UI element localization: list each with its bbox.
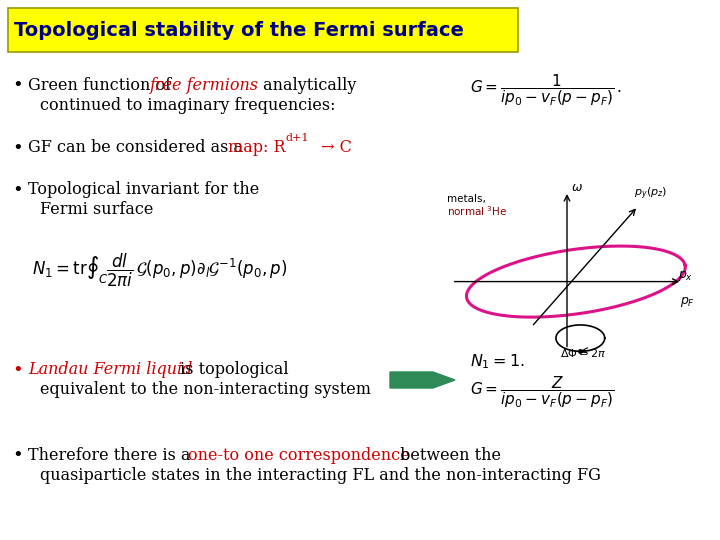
Text: Landau Fermi liquid: Landau Fermi liquid [28, 361, 192, 379]
Text: d+1: d+1 [285, 133, 308, 143]
Text: map: R: map: R [228, 139, 286, 157]
Text: is topological: is topological [175, 361, 289, 379]
FancyArrow shape [390, 372, 455, 388]
Text: Green function of: Green function of [28, 77, 176, 93]
Text: free fermions: free fermions [150, 77, 259, 93]
Text: •: • [13, 361, 23, 379]
Text: $\Delta\Phi=2\pi$: $\Delta\Phi=2\pi$ [559, 347, 606, 359]
Text: $N_1 = \mathrm{tr}\oint_C \dfrac{dl}{2\pi i}\, \mathcal{G}(p_0,p)\partial_l \mat: $N_1 = \mathrm{tr}\oint_C \dfrac{dl}{2\p… [32, 252, 287, 288]
Text: $G = \dfrac{1}{ip_0 - v_F(p - p_F)}\,.$: $G = \dfrac{1}{ip_0 - v_F(p - p_F)}\,.$ [470, 72, 622, 108]
FancyBboxPatch shape [8, 8, 518, 52]
Text: $p_x$: $p_x$ [678, 269, 693, 283]
Text: quasiparticle states in the interacting FL and the non-interacting FG: quasiparticle states in the interacting … [40, 467, 601, 483]
Text: •: • [13, 76, 23, 94]
Text: $\omega$: $\omega$ [570, 181, 582, 194]
Text: continued to imaginary frequencies:: continued to imaginary frequencies: [40, 97, 336, 113]
Text: analytically: analytically [258, 77, 356, 93]
Text: → C: → C [316, 139, 352, 157]
Text: Topological invariant for the: Topological invariant for the [28, 181, 259, 199]
Text: Therefore there is a: Therefore there is a [28, 447, 196, 463]
Text: GF can be considered as a: GF can be considered as a [28, 139, 248, 157]
Text: $p_F$: $p_F$ [680, 295, 696, 309]
Text: between the: between the [395, 447, 501, 463]
Text: $G = \dfrac{Z}{ip_0 - v_F(p - p_F)}$: $G = \dfrac{Z}{ip_0 - v_F(p - p_F)}$ [470, 374, 615, 410]
Text: •: • [13, 139, 23, 157]
Text: •: • [13, 181, 23, 199]
Text: •: • [13, 446, 23, 464]
Text: Topological stability of the Fermi surface: Topological stability of the Fermi surfa… [14, 21, 464, 39]
Text: one-to one correspondence: one-to one correspondence [188, 447, 410, 463]
Text: $N_1 = 1.$: $N_1 = 1.$ [470, 353, 525, 372]
Text: equivalent to the non-interacting system: equivalent to the non-interacting system [40, 381, 371, 399]
Text: metals,: metals, [447, 194, 486, 205]
Text: normal $^3$He: normal $^3$He [447, 204, 508, 218]
Text: $p_y(p_z)$: $p_y(p_z)$ [634, 186, 667, 202]
Text: Fermi surface: Fermi surface [40, 201, 153, 219]
